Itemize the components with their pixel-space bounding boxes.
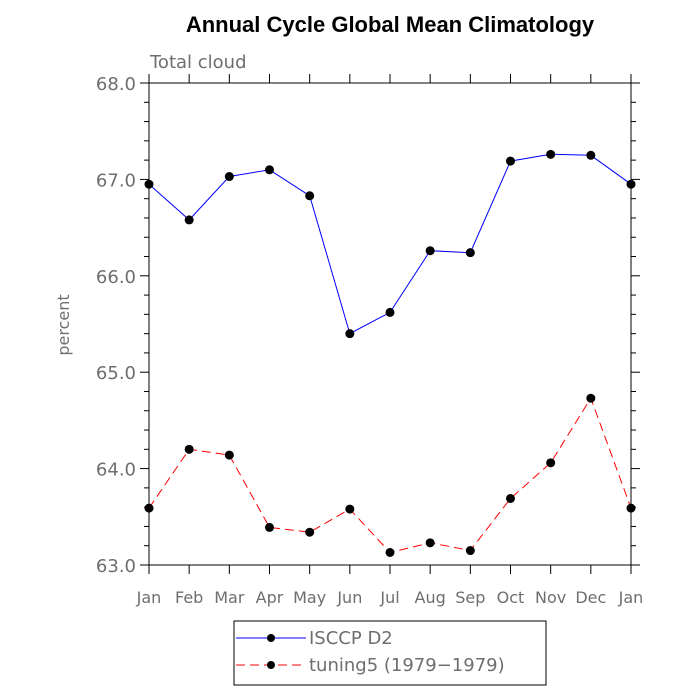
data-point — [184, 444, 194, 454]
x-tick-label: Aug — [415, 588, 446, 607]
data-point — [305, 527, 315, 537]
chart-title: Annual Cycle Global Mean Climatology — [186, 12, 595, 37]
axis-ticks — [140, 74, 640, 574]
x-tick-label: May — [293, 588, 326, 607]
y-tick-label: 64.0 — [96, 460, 136, 481]
x-tick-label: Jan — [136, 588, 162, 607]
data-point — [265, 522, 274, 532]
data-point — [385, 547, 395, 557]
data-point — [425, 538, 435, 548]
series-line-1 — [148, 397, 632, 554]
x-tick-label: Oct — [497, 588, 525, 607]
data-point — [546, 149, 556, 159]
x-tick-label: Jun — [336, 588, 362, 607]
data-point — [465, 248, 475, 258]
data-point — [345, 504, 355, 514]
series-line-0 — [148, 153, 632, 335]
data-point — [224, 450, 234, 460]
data-point — [465, 546, 475, 556]
y-tick-label: 67.0 — [96, 170, 136, 191]
legend-marker-tuning5 — [267, 661, 275, 669]
x-tick-label: Jan — [618, 588, 644, 607]
series-layer — [144, 149, 636, 557]
legend-label-isccp: ISCCP D2 — [309, 628, 393, 649]
y-axis-label: percent — [54, 294, 73, 355]
chart-subtitle: Total cloud — [149, 52, 247, 73]
x-tick-labels: Jan Feb Mar Apr May Jun Jul Aug Sep Oct Nov Dec Jan — [136, 588, 644, 607]
data-point — [506, 156, 515, 166]
plot-frame — [148, 82, 632, 566]
legend-marker-isccp — [267, 634, 275, 642]
data-point — [385, 307, 395, 317]
y-tick-label: 63.0 — [96, 556, 136, 577]
data-point — [586, 393, 596, 403]
data-point — [586, 150, 596, 160]
x-tick-label: Dec — [575, 588, 606, 607]
x-tick-label: Apr — [256, 588, 284, 607]
y-tick-label: 65.0 — [96, 363, 136, 384]
data-point — [506, 493, 515, 503]
x-tick-label: Sep — [455, 588, 485, 607]
data-point — [425, 246, 435, 256]
x-tick-label: Feb — [175, 588, 203, 607]
legend-box — [233, 620, 547, 686]
x-tick-label: Nov — [535, 588, 566, 607]
x-tick-label: Mar — [214, 588, 245, 607]
data-point — [305, 191, 315, 201]
y-tick-label: 66.0 — [96, 267, 136, 288]
legend-label-tuning5: tuning5 (1979−1979) — [309, 655, 505, 676]
data-point — [184, 215, 194, 225]
data-point — [546, 458, 556, 468]
x-tick-label: Jul — [379, 588, 399, 607]
y-tick-label: 68.0 — [96, 74, 136, 95]
data-point — [265, 165, 274, 175]
data-point — [224, 172, 234, 182]
legend: ISCCP D2 tuning5 (1979−1979) — [233, 620, 547, 686]
data-point — [345, 329, 355, 339]
y-tick-labels: 63.0 64.0 65.0 66.0 67.0 68.0 — [96, 74, 136, 577]
